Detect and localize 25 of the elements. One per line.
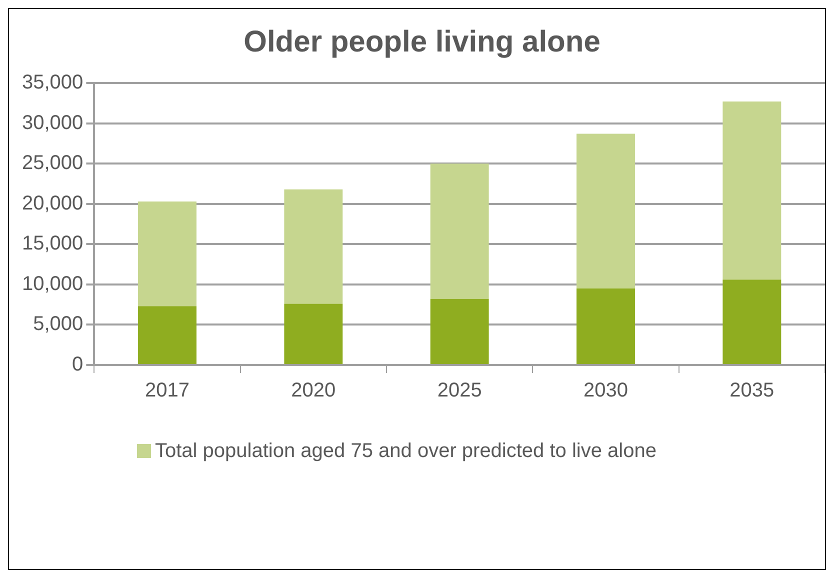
y-tick-label: 20,000	[22, 192, 84, 214]
x-tick-label: 2020	[291, 380, 336, 402]
chart-title: Older people living alone	[244, 25, 600, 58]
bar	[284, 304, 343, 364]
x-tick-label: 2025	[437, 380, 482, 402]
x-tick-label: 2030	[584, 380, 628, 402]
y-tick-label: 15,000	[22, 232, 84, 255]
y-tick-label: 30,000	[22, 112, 84, 134]
legend-label: Total population aged 75 and over predicted to live alone	[155, 439, 656, 463]
y-tick-label: 35,000	[22, 72, 84, 94]
bar	[138, 201, 196, 306]
y-tick-label: 25,000	[22, 152, 84, 174]
bar	[722, 280, 782, 364]
bar	[430, 298, 489, 364]
bar	[284, 189, 343, 304]
y-tick-label: 10,000	[22, 272, 84, 295]
bar	[722, 102, 782, 280]
bar	[430, 164, 489, 299]
y-tick-label: 5,000	[33, 313, 84, 336]
bar	[138, 306, 196, 364]
bar	[576, 288, 635, 364]
bar	[576, 134, 635, 288]
x-tick-label: 2017	[145, 380, 190, 402]
y-tick-label: 0	[72, 354, 84, 376]
x-tick-label: 2035	[730, 380, 774, 402]
